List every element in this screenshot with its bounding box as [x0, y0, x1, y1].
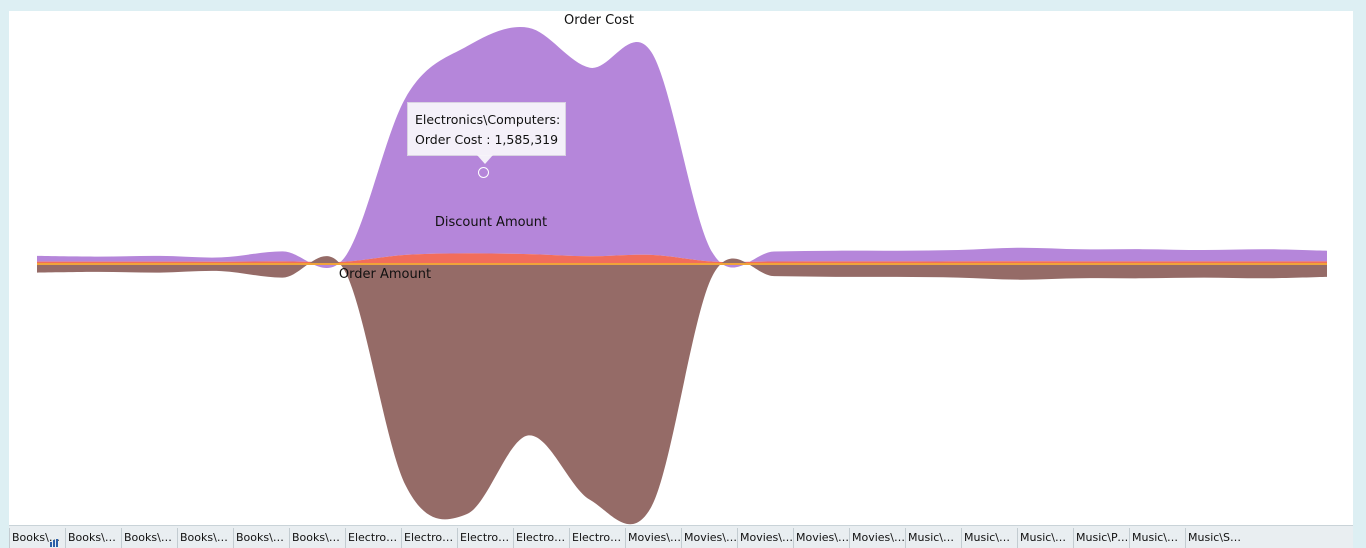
app-logo-icon — [50, 539, 58, 547]
series-label-order-cost: Order Cost — [564, 13, 634, 28]
x-tick-label: Music\Pop — [1073, 528, 1129, 548]
series-label-order-amount: Order Amount — [339, 267, 431, 282]
hover-point-marker[interactable] — [478, 167, 489, 178]
x-tick-label: Movies\… — [681, 528, 737, 548]
x-tick-label: Music\Al… — [905, 528, 961, 548]
series-area-order-cost[interactable] — [37, 26, 1327, 269]
x-tick-label: Books\S… — [233, 528, 289, 548]
x-tick-label: Music\C… — [961, 528, 1017, 548]
x-tick-label: Music\M… — [1017, 528, 1073, 548]
x-tick-label: Music\S… — [1185, 528, 1241, 548]
x-tick-label: Electroni… — [401, 528, 457, 548]
x-tick-label: Electroni… — [345, 528, 401, 548]
x-tick-label: Books\Li… — [177, 528, 233, 548]
tooltip-value: Order Cost : 1,585,319 — [415, 132, 559, 147]
series-area-discount-amount[interactable] — [37, 253, 1327, 264]
series-label-discount-amount: Discount Amount — [435, 215, 547, 230]
series-area-order-amount[interactable] — [37, 256, 1327, 525]
tooltip-pointer — [477, 155, 493, 164]
x-tick-label: Books\B… — [121, 528, 177, 548]
chart-panel: Order Cost Discount Amount Order Amount — [9, 11, 1353, 525]
x-tick-label: Books\B… — [65, 528, 121, 548]
x-tick-label: Movies\… — [625, 528, 681, 548]
x-tick-label: Movies\… — [737, 528, 793, 548]
category-axis: Books\A… Books\B… Books\B… Books\Li… Books\S… — [9, 525, 1353, 548]
x-tick-label: Movies\… — [849, 528, 905, 548]
x-tick-label: Music\R… — [1129, 528, 1185, 548]
x-tick-label: Books\S… — [289, 528, 345, 548]
x-tick-label: Electroni… — [513, 528, 569, 548]
tooltip-category: Electronics\Computers: — [415, 112, 561, 127]
x-tick-label: Electroni… — [569, 528, 625, 548]
chart-tooltip: Electronics\Computers: Order Cost : 1,58… — [407, 102, 566, 156]
x-tick-label: Movies\… — [793, 528, 849, 548]
x-tick-label: Books\A… — [9, 528, 65, 548]
x-tick-label: Electroni… — [457, 528, 513, 548]
streamgraph-chart[interactable]: Order Cost Discount Amount Order Amount — [9, 11, 1353, 525]
